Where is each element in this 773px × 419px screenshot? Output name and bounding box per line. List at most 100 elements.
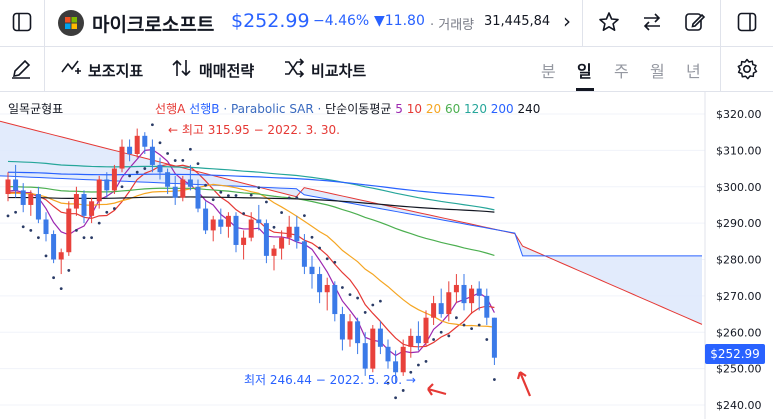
- sar-dot: [29, 229, 33, 232]
- edit-icon[interactable]: [684, 11, 706, 33]
- ma60-line: [7, 186, 495, 257]
- sar-dot: [310, 235, 314, 239]
- compare-button[interactable]: 비교차트: [283, 58, 366, 82]
- price-tick-label: $290.00: [716, 217, 762, 230]
- sar-dot: [287, 196, 291, 200]
- more-chevron-icon[interactable]: ›: [563, 9, 571, 33]
- legend-ichimoku[interactable]: 일목균형표: [8, 102, 64, 116]
- candle: [408, 328, 414, 358]
- legend-psar[interactable]: · Parabolic SAR ·: [223, 102, 322, 116]
- candle: [385, 339, 391, 369]
- sar-dot: [493, 378, 496, 381]
- sar-dot: [272, 225, 276, 229]
- strategy-button[interactable]: 매매전략: [171, 58, 254, 82]
- price-tick-label: $300.00: [716, 181, 762, 194]
- period-day[interactable]: 일: [577, 62, 592, 81]
- symbol-title[interactable]: 마이크로소프트: [92, 14, 215, 36]
- candle: [469, 284, 475, 315]
- candle: [13, 164, 19, 198]
- candle: [218, 208, 224, 235]
- legend-ma240: 240: [517, 102, 541, 116]
- candle: [324, 277, 330, 311]
- sar-dot: [75, 229, 78, 232]
- candle: [225, 212, 231, 238]
- compare-label: 비교차트: [311, 61, 367, 80]
- sar-dot: [158, 141, 162, 145]
- sar-dot: [189, 147, 192, 151]
- candle: [461, 274, 467, 311]
- price-tick-label: $320.00: [716, 108, 762, 121]
- period-minute[interactable]: 분: [541, 62, 556, 81]
- candle: [233, 212, 239, 253]
- sar-dot: [295, 196, 299, 200]
- legend-ma200: 200: [490, 102, 514, 116]
- sar-dot: [97, 221, 101, 225]
- period-month[interactable]: 월: [650, 62, 665, 81]
- right-panel-icon[interactable]: [737, 12, 757, 32]
- candle: [271, 244, 277, 271]
- volume-value: 31,445,84: [484, 14, 551, 29]
- period-week[interactable]: 주: [614, 62, 629, 81]
- current-price-badge: $252.99: [705, 344, 765, 364]
- sar-dot: [196, 162, 200, 166]
- sar-dot: [356, 296, 359, 300]
- legend-ma-label[interactable]: 단순이동평균: [325, 102, 392, 116]
- company-logo-icon: [58, 10, 84, 36]
- sar-dot: [470, 327, 473, 331]
- candle: [187, 164, 193, 191]
- price-tick-label: $240.00: [716, 399, 762, 412]
- sar-dot: [52, 276, 55, 280]
- price-tick-label: $270.00: [716, 290, 762, 303]
- sar-dot: [181, 158, 185, 162]
- ma120-line: [7, 160, 495, 211]
- sar-dot: [227, 194, 230, 198]
- sar-dot: [348, 293, 352, 297]
- legend-ma5: 5: [395, 102, 403, 116]
- sar-dot: [82, 236, 86, 240]
- sar-dot: [44, 254, 48, 258]
- candle: [127, 139, 133, 162]
- ma240-line: [7, 196, 495, 213]
- sar-dot: [242, 212, 246, 215]
- candle: [309, 255, 315, 289]
- candle: [431, 295, 437, 325]
- sar-dot: [257, 186, 261, 190]
- candle: [210, 215, 216, 242]
- candle: [28, 190, 34, 216]
- candle: [286, 215, 292, 245]
- candle: [43, 212, 49, 242]
- drawing-pencil-icon[interactable]: [10, 58, 32, 80]
- settings-gear-icon[interactable]: [736, 58, 758, 80]
- ma200-line: [7, 171, 495, 199]
- candle: [58, 248, 64, 275]
- indicators-button[interactable]: 보조지표: [60, 58, 143, 82]
- candle: [111, 164, 117, 195]
- ma20-line: [7, 183, 495, 328]
- sar-dot: [67, 269, 71, 272]
- candle: [104, 172, 110, 198]
- sidebar-toggle-icon[interactable]: [12, 12, 32, 32]
- period-year[interactable]: 년: [686, 62, 701, 81]
- swap-icon[interactable]: [641, 11, 663, 33]
- candle: [172, 175, 178, 205]
- indicator-legend: 일목균형표 선행A 선행B · Parabolic SAR · 단순이동평균 5…: [8, 100, 540, 117]
- sar-dot: [166, 152, 170, 155]
- sar-dot: [379, 299, 382, 303]
- sar-dot: [6, 214, 10, 218]
- star-icon[interactable]: [598, 11, 620, 33]
- candle: [165, 168, 171, 195]
- price-chart[interactable]: $320.00 $310.00 $300.00 $290.00 $280.00 $270.…: [0, 92, 773, 419]
- sar-dot: [386, 381, 390, 385]
- sar-dot: [485, 338, 489, 341]
- legend-ma120: 120: [464, 102, 487, 116]
- sar-dot: [303, 214, 306, 218]
- legend-ma10: 10: [406, 102, 422, 116]
- sar-dot: [417, 363, 420, 367]
- sar-dot: [234, 194, 238, 197]
- candle: [317, 266, 323, 304]
- sar-dot: [173, 159, 177, 162]
- sar-dot: [318, 246, 321, 250]
- candle: [119, 139, 125, 173]
- candle: [203, 201, 209, 235]
- candle: [96, 175, 102, 209]
